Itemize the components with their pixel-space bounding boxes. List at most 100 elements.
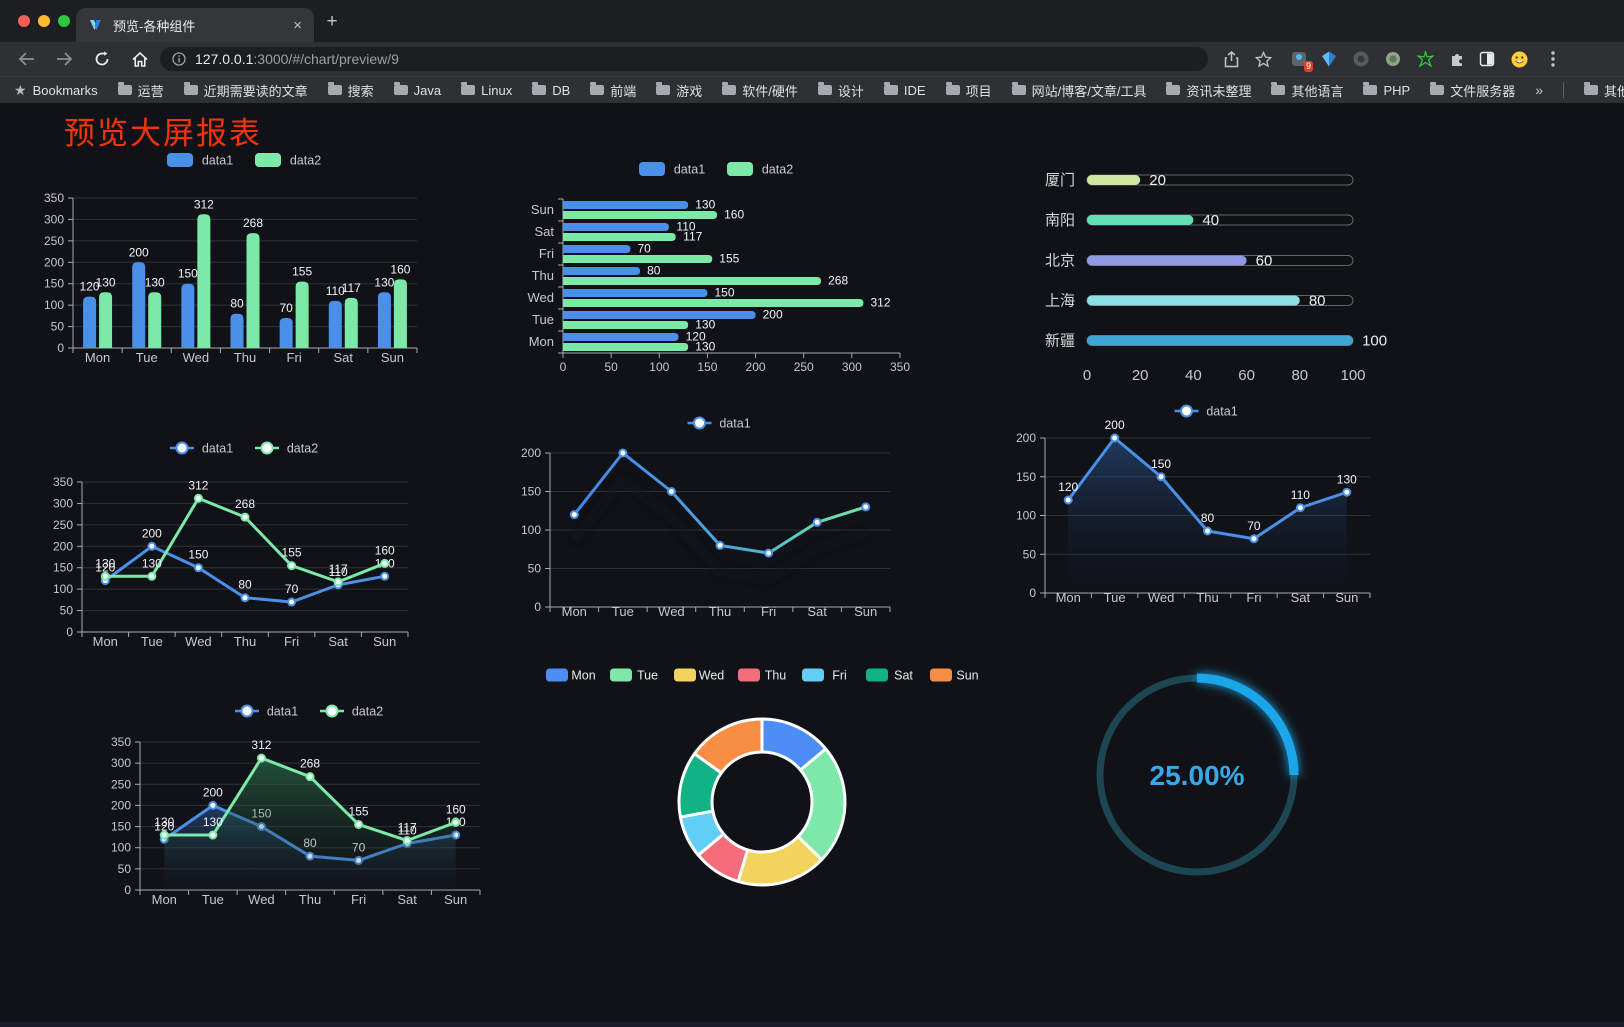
svg-text:200: 200 (44, 255, 64, 269)
back-button[interactable] (14, 47, 38, 71)
bookmark-folder[interactable]: PHP (1363, 82, 1410, 98)
bookmark-folder[interactable]: 项目 (945, 81, 992, 100)
fullscreen-window-button[interactable] (58, 15, 70, 27)
svg-text:Sat: Sat (534, 224, 554, 239)
forward-button[interactable] (52, 47, 76, 71)
svg-text:Tue: Tue (612, 604, 634, 619)
address-bar[interactable]: 127.0.0.1:3000/#/chart/preview/9 (160, 47, 1208, 71)
extension-green-star-icon[interactable] (1416, 50, 1434, 68)
svg-text:160: 160 (375, 543, 395, 557)
svg-text:155: 155 (349, 804, 369, 818)
bookmarks-overflow-button[interactable]: » (1535, 82, 1544, 98)
svg-text:Wed: Wed (528, 290, 555, 305)
svg-text:200: 200 (521, 446, 541, 460)
legend[interactable]: data1 data2 (167, 153, 321, 168)
bookmark-folder[interactable]: 运营 (117, 81, 164, 100)
bookmark-folder[interactable]: 网站/博客/文章/工具 (1011, 81, 1146, 100)
extension-reader-icon[interactable] (1478, 50, 1496, 68)
extension-emoji-icon[interactable] (1510, 50, 1528, 68)
svg-text:117: 117 (329, 562, 348, 576)
browser-tab[interactable]: 预览-各种组件 × (76, 8, 314, 42)
svg-text:70: 70 (285, 582, 299, 596)
svg-text:80: 80 (647, 264, 661, 278)
bookmark-folder[interactable]: Linux (461, 82, 512, 98)
svg-text:300: 300 (842, 360, 862, 374)
bookmark-folder[interactable]: IDE (883, 82, 926, 98)
legend[interactable]: data1 data2 (235, 704, 383, 719)
extension-badge: 9 (1303, 61, 1313, 72)
svg-text:80: 80 (230, 297, 244, 311)
tab-close-icon[interactable]: × (293, 16, 302, 34)
svg-text:350: 350 (890, 360, 910, 374)
bookmarks-manager[interactable]: ★ Bookmarks (14, 82, 98, 99)
bookmark-folder[interactable]: 软件/硬件 (722, 81, 798, 100)
svg-text:data2: data2 (290, 154, 321, 168)
svg-text:200: 200 (203, 785, 223, 799)
bookmark-folder[interactable]: 文件服务器 (1430, 81, 1515, 100)
chart-bar-vertical[interactable]: data1 data2 0 50 100 150 200 250 300 350 Mon Tue Wed… (44, 153, 418, 365)
minimize-window-button[interactable] (38, 15, 50, 27)
extensions-puzzle-icon[interactable] (1448, 50, 1466, 68)
svg-text:Wed: Wed (699, 669, 725, 683)
bookmark-folder[interactable]: 设计 (817, 81, 864, 100)
new-tab-button[interactable]: + (326, 11, 338, 32)
svg-text:Thu: Thu (765, 669, 787, 683)
svg-text:110: 110 (676, 220, 695, 234)
site-info-icon[interactable] (172, 52, 186, 66)
legend[interactable]: data1 data2 (170, 441, 318, 456)
window-controls[interactable] (18, 15, 70, 27)
chart-area-single[interactable]: data1 0 50 100 150 200 Mon Tue Wed Thu Fri Sat Sun 12… (1016, 404, 1371, 606)
legend[interactable]: data1 (1174, 404, 1238, 419)
folder-icon (327, 82, 342, 95)
svg-text:data2: data2 (352, 705, 383, 719)
svg-text:Tue: Tue (141, 634, 163, 649)
svg-text:Fri: Fri (351, 892, 366, 907)
bookmark-folder[interactable]: 游戏 (656, 81, 702, 100)
bookmark-folder[interactable]: Java (393, 82, 441, 98)
svg-text:150: 150 (111, 820, 131, 834)
other-bookmarks-folder[interactable]: 其他书签 (1584, 81, 1624, 100)
extension-mouse-gesture-icon[interactable]: 9 (1290, 50, 1313, 72)
svg-text:150: 150 (714, 286, 734, 300)
legend[interactable]: data1 (687, 416, 751, 431)
extension-kite-icon[interactable] (1320, 50, 1338, 68)
bookmark-folder[interactable]: 搜索 (327, 81, 374, 100)
chart-donut[interactable]: Mon Tue Wed Thu Fri Sat Sun (546, 668, 979, 887)
folder-icon (461, 82, 476, 95)
svg-text:312: 312 (870, 296, 890, 310)
folder-icon (1584, 82, 1599, 95)
home-button[interactable] (128, 47, 152, 71)
svg-text:110: 110 (329, 565, 348, 579)
svg-text:80: 80 (1309, 293, 1326, 310)
folder-icon (656, 82, 671, 95)
svg-text:130: 130 (695, 318, 715, 332)
bookmark-folder[interactable]: 近期需要读的文章 (183, 81, 308, 100)
browser-menu-icon[interactable] (1544, 50, 1562, 68)
chart-line-gradient[interactable]: data1 0 50 100 150 200 Mon Tue Wed Thu Fri Sat Sun (521, 416, 891, 620)
chart-progress-bars[interactable]: 厦门 20 南阳 40 北京 60 上海 80 新疆 100 0 20 40 60 80 100 (1045, 172, 1387, 384)
share-icon[interactable] (1222, 50, 1240, 68)
legend[interactable]: Mon Tue Wed Thu Fri Sat Sun (546, 668, 979, 683)
bookmark-folder[interactable]: 资讯未整理 (1166, 81, 1251, 100)
bookmark-folder[interactable]: 前端 (590, 81, 636, 100)
svg-text:Sun: Sun (373, 634, 396, 649)
svg-text:Fri: Fri (284, 634, 299, 649)
bookmark-folder[interactable]: DB (532, 82, 570, 98)
chart-area-double[interactable]: data1 data2 0 50 100 150 200 250 300 350 Mon Tue Wed… (111, 704, 481, 908)
bookmark-folder[interactable]: 其他语言 (1271, 81, 1343, 100)
svg-text:0: 0 (1083, 367, 1091, 384)
chart-gauge[interactable]: 25.00% (1096, 673, 1299, 876)
legend[interactable]: data1 data2 (639, 162, 793, 177)
svg-text:130: 130 (203, 815, 223, 829)
extension-dark-circle-icon[interactable] (1352, 50, 1370, 68)
star-icon: ★ (14, 81, 27, 98)
reload-button[interactable] (90, 47, 114, 71)
extension-green-circle-icon[interactable] (1384, 50, 1402, 68)
close-window-button[interactable] (18, 15, 30, 27)
svg-text:350: 350 (111, 735, 131, 749)
svg-text:70: 70 (1247, 519, 1261, 533)
svg-text:130: 130 (95, 556, 115, 570)
chart-line-two-series[interactable]: data1 data2 0 50 100 150 200 250 300 350 Mon Tue Wed… (53, 441, 409, 650)
bookmark-star-icon[interactable] (1254, 50, 1272, 68)
